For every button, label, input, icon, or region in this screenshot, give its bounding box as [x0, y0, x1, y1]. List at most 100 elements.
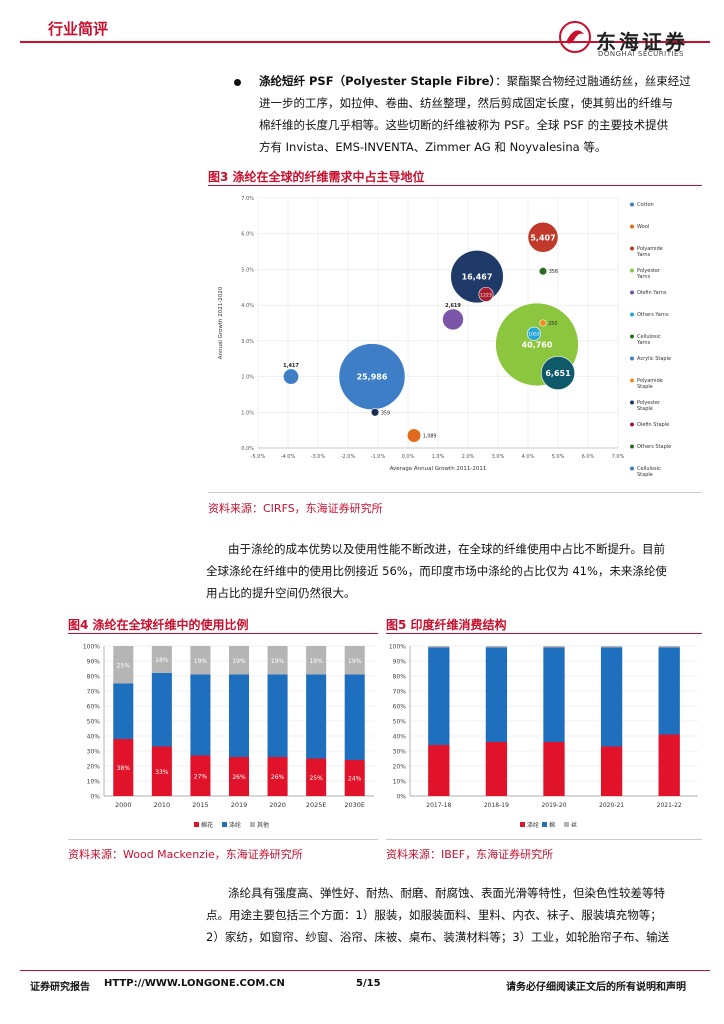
bubble-label: 1,089: [423, 434, 437, 440]
data-label: 25%: [117, 662, 131, 669]
legend-label: 涤纶: [229, 821, 241, 829]
bar-segment: [228, 646, 250, 675]
y-tick-label: 1.0%: [241, 410, 254, 416]
bar-segment: [267, 674, 288, 757]
paragraph-line: 全球涤纶在纤维中的使用比例接近 56%，而印度市场中涤纶的占比仅为 41%，未来…: [206, 564, 667, 578]
legend-marker: [630, 422, 634, 427]
legend-label: Staple: [637, 384, 653, 390]
y-tick-label: 20%: [87, 764, 101, 771]
y-tick-label: 90%: [87, 659, 101, 666]
fig4-title: 图4 涤纶在全球纤维中的使用比例: [68, 618, 249, 632]
header-divider: [20, 41, 710, 43]
section-title: 行业简评: [48, 20, 109, 38]
legend-label: Yarns: [636, 340, 651, 346]
y-tick-label: 60%: [87, 704, 101, 711]
data-label: 33%: [155, 769, 169, 776]
x-tick-label: 0.0%: [402, 454, 415, 460]
legend-label: Cotton: [637, 202, 654, 208]
paragraph-line: 由于涤纶的成本优势以及使用性能不断改进，在全球的纤维使用中占比不断提升。目前: [228, 542, 665, 556]
legend-marker: [630, 246, 634, 251]
y-tick-label: 3.0%: [241, 339, 254, 345]
footer-url[interactable]: HTTP://WWW.LONGONE.COM.CN: [104, 978, 285, 989]
data-label: 27%: [194, 773, 208, 780]
bubble: [538, 267, 548, 276]
bar-segment: [190, 674, 211, 756]
x-tick-label: 2.0%: [462, 454, 475, 460]
paragraph-line: 用占比的提升空间仍然很大。: [206, 586, 356, 600]
bar-segment: [428, 745, 450, 796]
x-tick-label: 4.0%: [522, 454, 535, 460]
y-tick-label: 40%: [393, 734, 407, 741]
legend-label: 涤纶: [527, 821, 539, 829]
legend-marker: [630, 268, 634, 273]
bubble: [540, 355, 576, 391]
bar-segment: [151, 646, 172, 673]
y-tick-label: 30%: [87, 749, 101, 756]
bubble-label: 1223: [480, 292, 492, 298]
bubble: [478, 286, 494, 302]
bar-segment: [190, 646, 211, 675]
y-tick-label: 70%: [393, 689, 407, 696]
x-tick-label: 6.0%: [582, 454, 595, 460]
x-tick-label: -3.0%: [311, 454, 326, 460]
x-tick-label: 2010: [154, 801, 171, 809]
bubble-label: 6,651: [545, 369, 571, 378]
legend-marker: [630, 444, 634, 449]
bullet-term: 涤纶短纤 PSF（Polyester Staple Fibre）: [259, 74, 496, 88]
bubble: [527, 326, 541, 341]
fig3-source: 资料来源：CIRFS，东海证券研究所: [208, 502, 383, 515]
y-tick-label: 100%: [389, 644, 406, 651]
y-tick-label: 4.0%: [241, 303, 254, 309]
legend-swatch: [194, 822, 199, 827]
legend-marker: [630, 356, 634, 361]
bubble-label: 25,986: [357, 373, 388, 382]
bubble-label: 1053: [528, 332, 540, 338]
bullet-line: 方有 Invista、EMS-INVENTA、Zimmer AG 和 Noyva…: [259, 140, 607, 154]
y-tick-label: 20%: [393, 764, 407, 771]
fig5-source: 资料来源：IBEF，东海证券研究所: [386, 848, 554, 861]
bar-segment: [113, 646, 134, 684]
bullet-line: 棉纤维的长度几乎相等。这些切断的纤维被称为 PSF。全球 PSF 的主要技术提供: [259, 118, 669, 132]
x-tick-label: 2015: [192, 801, 209, 809]
y-tick-label: 50%: [393, 719, 407, 726]
legend-marker: [630, 334, 634, 339]
legend-marker: [630, 224, 634, 229]
bubble-label: 2,619: [445, 303, 461, 309]
legend-label: Cellulosic: [637, 334, 661, 340]
y-tick-label: 60%: [393, 704, 407, 711]
x-tick-label: 2030E: [344, 801, 365, 809]
bar-segment: [543, 647, 565, 742]
paragraph-line: 涤纶具有强度高、弹性好、耐热、耐磨、耐腐蚀、表面光滑等特性，但染色性较差等特: [228, 886, 665, 900]
legend-label: Cellulosic: [637, 466, 661, 472]
bar-segment: [267, 646, 288, 675]
y-tick-label: 80%: [87, 674, 101, 681]
legend-label: Polyamide: [637, 378, 663, 384]
bar-segment: [485, 646, 508, 648]
legend-swatch: [222, 822, 227, 827]
x-tick-label: 2018-19: [484, 802, 509, 809]
bar-segment: [190, 755, 211, 796]
x-tick-label: 7.0%: [612, 454, 625, 460]
fig4-bottom-divider: [68, 839, 378, 840]
x-tick-label: -2.0%: [341, 454, 356, 460]
data-label: 26%: [271, 774, 285, 781]
bullet-dot: [234, 79, 241, 86]
legend-marker: [630, 378, 634, 383]
y-tick-label: 30%: [393, 749, 407, 756]
legend-marker: [630, 400, 634, 405]
y-tick-label: 90%: [393, 659, 407, 666]
page-number: 5/15: [356, 978, 381, 989]
legend-label: Yarns: [636, 252, 651, 258]
bar-segment: [228, 674, 250, 757]
legend-label: Wool: [637, 224, 649, 230]
y-tick-label: 50%: [87, 719, 101, 726]
legend-marker: [630, 312, 634, 317]
legend-label: Olefin Staple: [637, 422, 669, 428]
logo-icon: [558, 20, 592, 54]
bar-segment: [113, 739, 134, 796]
bar-segment: [658, 647, 680, 735]
x-tick-label: 2019: [231, 801, 248, 809]
legend-label: 棉花: [201, 821, 213, 829]
legend-label: 其他: [257, 821, 269, 829]
y-tick-label: 10%: [393, 779, 407, 786]
